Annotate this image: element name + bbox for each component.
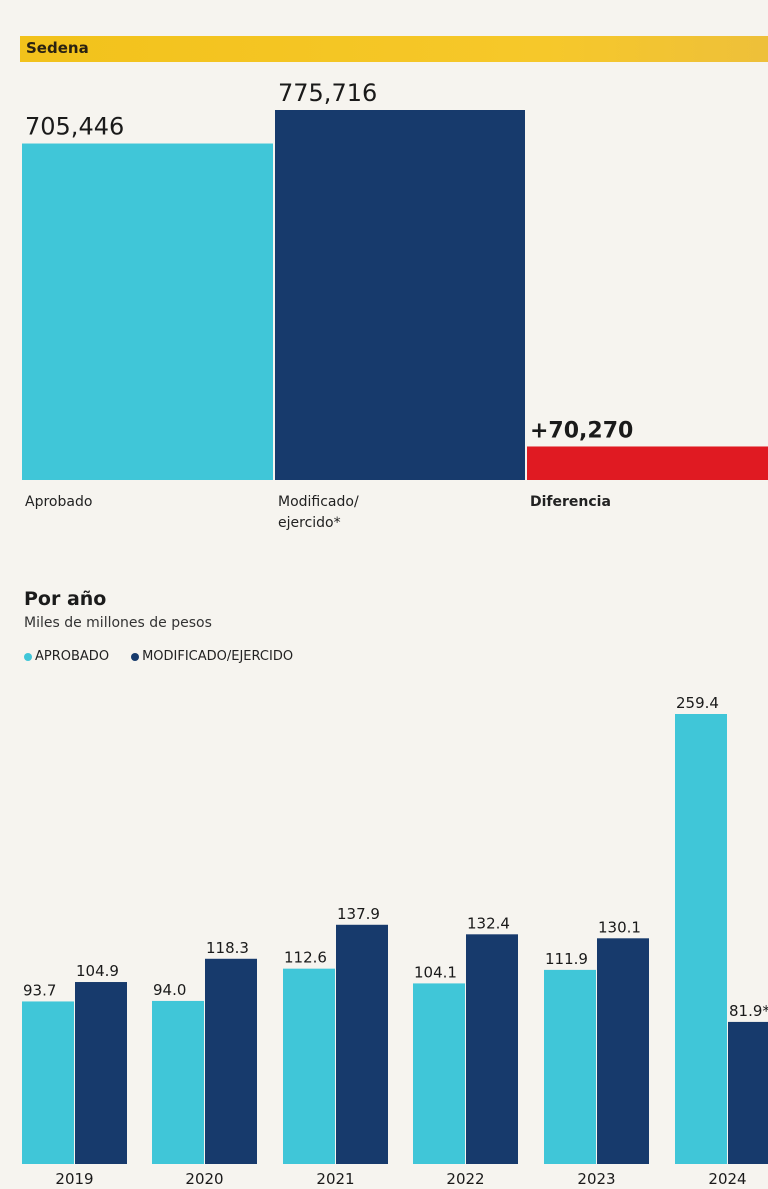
yearly-chart-subtitle: Miles de millones de pesos [24,615,212,631]
value-label-modificado-2022: 132.4 [467,914,510,932]
legend-item-aprobado: APROBADO [24,649,109,664]
bar-aprobado-2024 [675,714,727,1164]
section-header-bar [20,36,768,62]
bar-diferencia [527,446,768,480]
value-label-modificado-2024: 81.9* [729,1002,768,1020]
category-label-modificado-line2: ejercido* [278,515,341,531]
bar-modificado-2024 [728,1021,768,1164]
legend-label-modificado: MODIFICADO/EJERCIDO [142,649,294,664]
bar-modificado-2019 [75,982,127,1164]
section-title: Sedena [26,39,89,57]
bar-modificado-2022 [466,934,518,1164]
category-label-aprobado: Aprobado [25,494,92,510]
value-label-modificado-2020: 118.3 [206,939,249,957]
value-label-aprobado: 705,446 [25,113,124,141]
value-label-modificado-2019: 104.9 [76,962,119,980]
legend-dot-modificado [131,652,140,661]
x-tick-label-2020: 2020 [185,1170,223,1188]
yearly-chart-title: Por año [24,588,107,610]
value-label-aprobado-2022: 104.1 [414,963,457,981]
value-label-modificado-2023: 130.1 [598,918,641,936]
bar-modificado [275,110,525,480]
value-label-aprobado-2019: 93.7 [23,981,56,999]
value-label-diferencia: +70,270 [530,418,633,443]
value-label-modificado-2021: 137.9 [337,905,380,923]
total-comparison-chart: 705,446 Aprobado 775,716 Modificado/ejercid… [22,79,768,531]
legend-dot-aprobado [24,652,32,661]
x-tick-label-2019: 2019 [55,1170,93,1188]
bar-aprobado [22,143,273,481]
bar-modificado-2021 [336,924,388,1164]
x-tick-label-2022: 2022 [446,1170,484,1188]
value-label-modificado: 775,716 [278,79,377,107]
bar-aprobado-2021 [283,968,335,1164]
x-tick-label-2024: 2024 [708,1170,746,1188]
legend-label-aprobado: APROBADO [35,649,110,664]
bar-aprobado-2022 [413,983,465,1164]
category-label-diferencia: Diferencia [530,494,611,510]
bar-aprobado-2023 [544,969,596,1164]
value-label-aprobado-2023: 111.9 [545,950,588,968]
bar-aprobado-2019 [22,1001,74,1164]
category-label-modificado: Modificado/ [278,494,359,510]
x-tick-label-2023: 2023 [577,1170,615,1188]
value-label-aprobado-2021: 112.6 [284,949,327,967]
x-tick-label-2021: 2021 [316,1170,354,1188]
bar-aprobado-2020 [152,1000,204,1164]
legend-item-modificado: MODIFICADO/EJERCIDO [131,649,293,664]
bar-modificado-2023 [597,938,649,1164]
value-label-aprobado-2024: 259.4 [676,694,719,712]
yearly-chart-legend: APROBADO MODIFICADO/EJERCIDO [24,649,293,664]
value-label-aprobado-2020: 94.0 [153,981,186,999]
bar-modificado-2020 [205,958,257,1164]
